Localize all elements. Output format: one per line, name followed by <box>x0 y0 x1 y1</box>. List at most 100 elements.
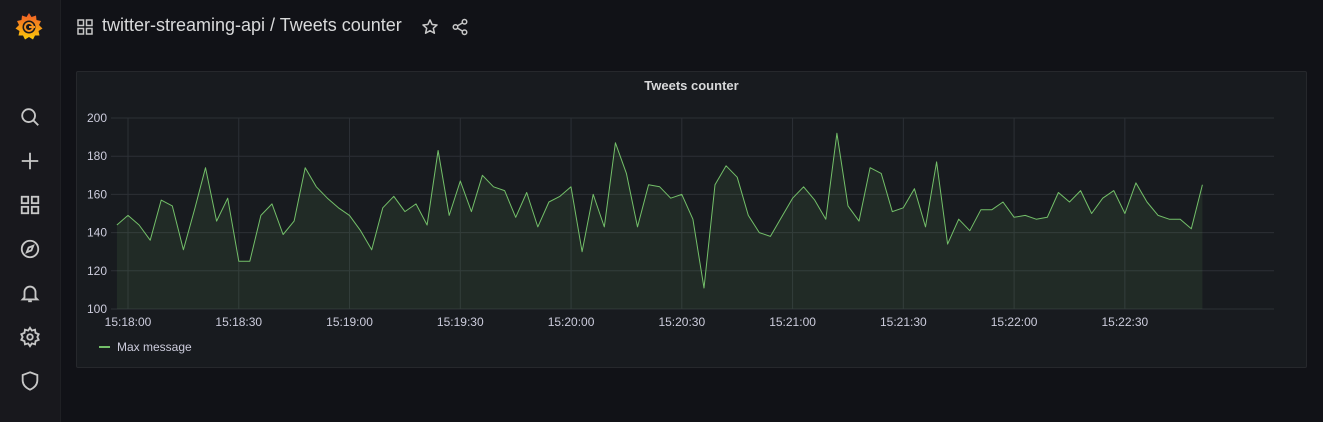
data-point <box>758 231 760 233</box>
data-point <box>171 205 173 207</box>
y-tick-label: 180 <box>87 149 107 163</box>
data-point <box>725 165 727 167</box>
data-point <box>249 260 251 262</box>
data-point <box>282 233 284 235</box>
y-tick-label: 140 <box>87 226 107 240</box>
data-point <box>448 214 450 216</box>
breadcrumb: twitter-streaming-api / Tweets counter <box>102 15 402 36</box>
data-point <box>681 193 683 195</box>
data-point <box>1168 218 1170 220</box>
data-point <box>636 226 638 228</box>
dashboards-icon <box>77 19 93 35</box>
data-point <box>1035 218 1037 220</box>
data-point <box>625 172 627 174</box>
data-point <box>1013 216 1015 218</box>
data-point <box>802 186 804 188</box>
x-tick-label: 15:21:00 <box>769 315 816 329</box>
data-point <box>703 287 705 289</box>
data-point <box>470 210 472 212</box>
data-point <box>946 243 948 245</box>
y-tick-label: 200 <box>87 111 107 125</box>
x-tick-label: 15:18:00 <box>105 315 152 329</box>
data-point <box>1135 182 1137 184</box>
data-point <box>1157 214 1159 216</box>
data-point <box>780 216 782 218</box>
x-tick-label: 15:19:30 <box>437 315 484 329</box>
data-point <box>980 209 982 211</box>
data-point <box>149 239 151 241</box>
data-point <box>371 249 373 251</box>
data-point <box>1113 189 1115 191</box>
sidebar-item-create[interactable] <box>18 149 42 173</box>
data-point <box>227 197 229 199</box>
sidebar-item-search[interactable] <box>18 105 42 129</box>
data-point <box>271 203 273 205</box>
data-point <box>825 218 827 220</box>
data-point <box>348 214 350 216</box>
star-icon[interactable] <box>421 18 439 36</box>
data-point <box>814 199 816 201</box>
data-point <box>548 201 550 203</box>
data-point <box>127 214 129 216</box>
data-point <box>880 172 882 174</box>
data-point <box>337 207 339 209</box>
data-point <box>935 161 937 163</box>
data-point <box>1102 197 1104 199</box>
data-point <box>193 209 195 211</box>
series-line <box>116 132 1203 289</box>
y-tick-label: 120 <box>87 264 107 278</box>
data-point <box>304 167 306 169</box>
x-tick-label: 15:19:00 <box>326 315 373 329</box>
data-point <box>382 207 384 209</box>
sidebar-item-explore[interactable] <box>18 237 42 261</box>
x-tick-label: 15:22:00 <box>991 315 1038 329</box>
data-point <box>847 205 849 207</box>
data-point <box>415 203 417 205</box>
data-point <box>1090 212 1092 214</box>
data-point <box>791 197 793 199</box>
data-point <box>659 186 661 188</box>
legend-item[interactable]: Max message <box>99 340 192 354</box>
data-point <box>526 191 528 193</box>
data-point <box>1002 201 1004 203</box>
data-point <box>913 188 915 190</box>
plus-icon <box>21 152 39 170</box>
page-title[interactable]: Tweets counter <box>279 15 402 35</box>
breadcrumb-separator: / <box>265 15 280 35</box>
y-tick-label: 100 <box>87 302 107 316</box>
data-point <box>116 224 118 226</box>
data-point <box>891 210 893 212</box>
data-point <box>747 214 749 216</box>
data-point <box>1046 216 1048 218</box>
dashboards-icon <box>20 195 40 215</box>
data-point <box>260 214 262 216</box>
x-tick-label: 15:20:00 <box>548 315 595 329</box>
data-point <box>924 226 926 228</box>
sidebar-item-dashboards[interactable] <box>18 193 42 217</box>
data-point <box>515 216 517 218</box>
data-point <box>1201 184 1203 186</box>
data-point <box>1057 191 1059 193</box>
legend-swatch <box>99 346 110 348</box>
sidebar-item-alerting[interactable] <box>18 281 42 305</box>
grafana-logo-icon[interactable] <box>12 10 46 44</box>
sidebar <box>0 0 61 422</box>
sidebar-item-server-admin[interactable] <box>18 369 42 393</box>
breadcrumb-folder[interactable]: twitter-streaming-api <box>102 15 266 35</box>
compass-icon <box>20 239 40 259</box>
data-point <box>437 149 439 151</box>
x-tick-label: 15:21:30 <box>880 315 927 329</box>
data-point <box>492 186 494 188</box>
data-point <box>204 167 206 169</box>
data-point <box>1146 201 1148 203</box>
x-tick-label: 15:20:30 <box>658 315 705 329</box>
x-tick-label: 15:22:30 <box>1101 315 1148 329</box>
data-point <box>1124 212 1126 214</box>
sidebar-item-configuration[interactable] <box>18 325 42 349</box>
data-point <box>1068 201 1070 203</box>
panel-title[interactable]: Tweets counter <box>644 78 739 93</box>
share-icon[interactable] <box>451 18 469 36</box>
graph-panel: 100 120 140 160 180 200 15:18:00 15:18:30 15:19:… <box>76 71 1307 368</box>
data-point <box>836 132 838 134</box>
data-point <box>559 195 561 197</box>
